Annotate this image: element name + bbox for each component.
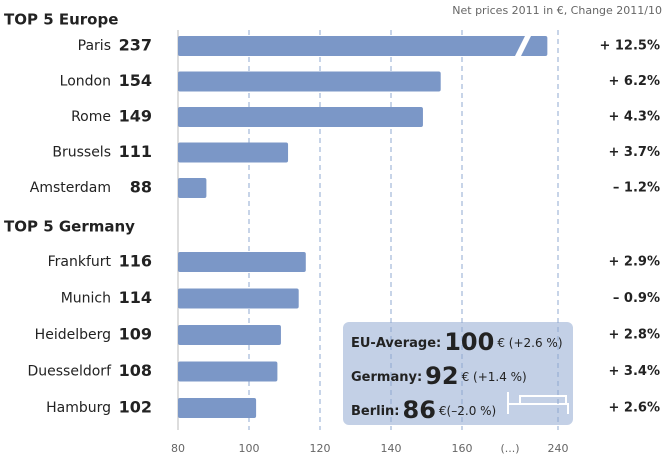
group-title: TOP 5 Germany	[4, 218, 135, 236]
axis-break-label: (...)	[500, 442, 519, 455]
change-label: + 2.9%	[609, 255, 660, 270]
annotation-label: Germany:	[351, 370, 422, 385]
annotation-note: €(–2.0 %)	[439, 404, 496, 418]
change-label: – 1.2%	[613, 181, 660, 196]
annotation-value: 100	[444, 328, 494, 356]
bar	[178, 71, 441, 92]
value-label: 88	[130, 178, 152, 197]
annotation-label: EU-Average:	[351, 336, 441, 351]
category-label: Paris	[78, 38, 111, 54]
x-tick-label: 160	[452, 442, 473, 455]
value-label: 237	[119, 36, 152, 55]
x-tick-label: 80	[171, 442, 185, 455]
change-label: + 12.5%	[599, 39, 660, 54]
value-label: 102	[119, 398, 152, 417]
bar	[178, 325, 281, 345]
category-label: Rome	[71, 109, 111, 125]
annotation-value: 86	[403, 396, 436, 424]
category-label: Hamburg	[46, 400, 111, 416]
bed-icon	[507, 392, 569, 414]
x-tick-label: 100	[239, 442, 260, 455]
category-label: London	[60, 74, 111, 90]
subtitle: Net prices 2011 in €, Change 2011/10	[452, 4, 662, 17]
annotation: Germany: 92 € (+1.4 %)	[351, 362, 527, 390]
value-label: 109	[119, 325, 152, 344]
category-label: Amsterdam	[30, 180, 111, 196]
change-label: + 2.6%	[609, 401, 660, 416]
annotation: Berlin: 86 €(–2.0 %)	[351, 396, 496, 424]
category-label: Brussels	[52, 145, 111, 161]
x-tick-label: 120	[310, 442, 331, 455]
value-label: 111	[119, 142, 152, 161]
value-label: 149	[119, 107, 152, 126]
change-label: + 3.7%	[609, 145, 660, 160]
bar	[178, 142, 289, 163]
bar	[178, 178, 207, 198]
value-label: 108	[119, 361, 152, 380]
bar	[178, 361, 278, 382]
change-label: + 2.8%	[609, 328, 660, 343]
change-label: + 4.3%	[609, 110, 660, 125]
bar	[178, 36, 548, 56]
annotation-box	[343, 322, 573, 425]
category-label: Frankfurt	[48, 254, 112, 270]
x-tick-label: 140	[381, 442, 402, 455]
category-label: Heidelberg	[35, 327, 111, 343]
bar	[178, 107, 423, 127]
change-label: – 0.9%	[613, 291, 660, 306]
break-slash	[514, 34, 532, 58]
bar	[178, 252, 306, 272]
category-label: Duesseldorf	[28, 364, 113, 380]
change-label: + 3.4%	[609, 364, 660, 379]
change-label: + 6.2%	[609, 74, 660, 89]
bar	[178, 398, 257, 418]
value-label: 114	[119, 288, 152, 307]
annotation: EU-Average: 100 € (+2.6 %)	[351, 328, 563, 356]
value-label: 154	[119, 71, 152, 90]
annotation-label: Berlin:	[351, 404, 400, 419]
annotation-note: € (+1.4 %)	[462, 370, 527, 384]
bar	[178, 288, 299, 309]
group-title: TOP 5 Europe	[4, 11, 118, 29]
category-label: Munich	[61, 291, 111, 307]
annotation-value: 92	[425, 362, 458, 390]
value-label: 116	[119, 252, 152, 271]
annotation-note: € (+2.6 %)	[497, 336, 562, 350]
x-tick-label: 240	[548, 442, 569, 455]
